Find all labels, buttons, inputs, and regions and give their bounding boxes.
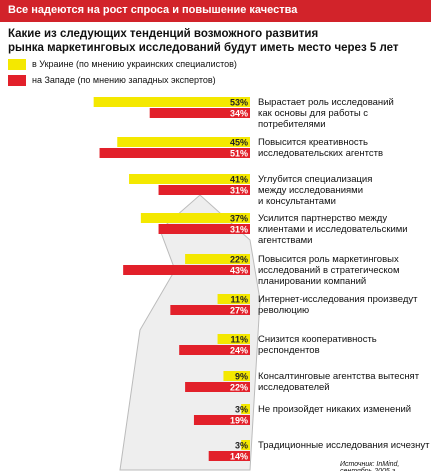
bar — [179, 345, 250, 355]
header-band — [0, 0, 431, 22]
bar — [99, 148, 250, 158]
value-label: 51% — [230, 149, 248, 159]
value-label: 34% — [230, 109, 248, 119]
value-label: 27% — [230, 306, 248, 316]
header: Все надеются на рост спроса и повышение … — [8, 4, 298, 16]
source: Источник: InMind, сентябрь 2005 г. — [340, 461, 400, 471]
category-label: Повысится роль маркетинговых исследовани… — [258, 254, 400, 287]
category-label: Не произойдет никаких изменений — [258, 404, 412, 415]
value-label: 53% — [230, 98, 248, 108]
bar — [217, 294, 250, 304]
bar — [140, 213, 250, 223]
bar — [208, 451, 250, 461]
category-label: Вырастает роль исследований как основы д… — [258, 97, 394, 130]
value-label: 45% — [230, 138, 248, 148]
bar — [241, 440, 250, 450]
bar — [123, 265, 250, 275]
category-label: Усилится партнерство между клиентами и и… — [258, 213, 408, 246]
legend-label: на Западе (по мнению западных экспертов) — [32, 75, 216, 85]
legend-swatch — [8, 59, 26, 70]
value-label: 3% — [235, 405, 248, 415]
chart-title: Какие из следующих тенденций возможного … — [8, 28, 399, 54]
category-label: Консалтинговые агентства вытеснят исслед… — [258, 371, 420, 393]
value-label: 24% — [230, 346, 248, 356]
bar — [158, 224, 250, 234]
bar — [241, 404, 250, 414]
bar — [117, 137, 250, 147]
legend-swatch — [8, 75, 26, 86]
value-label: 37% — [230, 214, 248, 224]
value-label: 19% — [230, 416, 248, 426]
value-label: 31% — [230, 186, 248, 196]
bar — [149, 108, 250, 118]
value-label: 22% — [230, 383, 248, 393]
value-label: 22% — [230, 255, 248, 265]
value-label: 11% — [230, 295, 248, 305]
value-label: 43% — [230, 266, 248, 276]
bar — [170, 305, 250, 315]
category-label: Повысится креативность исследовательских… — [258, 137, 384, 159]
category-label: Интернет-исследования произведут революц… — [258, 294, 418, 316]
bar — [185, 382, 250, 392]
category-label: Снизится кооперативность респондентов — [258, 334, 377, 356]
bar — [158, 185, 250, 195]
legend-label: в Украине (по мнению украинских специали… — [32, 59, 237, 69]
bar — [129, 174, 250, 184]
value-label: 9% — [235, 372, 248, 382]
value-label: 41% — [230, 175, 248, 185]
bar — [185, 254, 250, 264]
category-label: Традиционные исследования исчезнут — [258, 440, 430, 451]
value-label: 3% — [235, 441, 248, 451]
bar — [223, 371, 250, 381]
category-label: Углубится специализация между исследован… — [258, 174, 373, 207]
value-label: 31% — [230, 225, 248, 235]
rock-illustration — [119, 194, 261, 471]
bar — [217, 334, 250, 344]
value-label: 11% — [230, 335, 248, 345]
value-label: 14% — [230, 452, 248, 462]
bar — [193, 415, 250, 425]
bar — [93, 97, 251, 107]
